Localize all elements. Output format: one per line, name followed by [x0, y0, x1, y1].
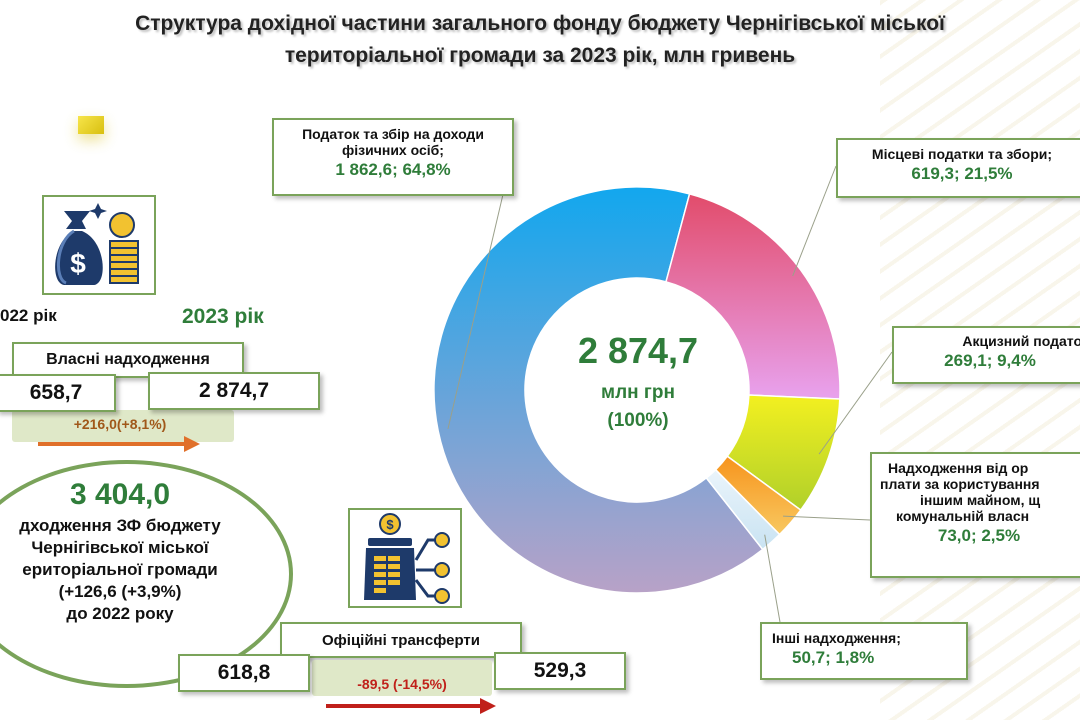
slice-label-local-taxes: Місцеві податки та збори; 619,3; 21,5%	[836, 138, 1080, 198]
transfers-cur-value: 529,3	[494, 652, 626, 690]
year-prev-label: 022 рік	[0, 306, 57, 325]
own-revenue-delta: +216,0(+8,1%)	[73, 416, 167, 432]
slice-3-line4: комунальній власн	[896, 508, 1030, 524]
donut-center-unit: млн грн	[601, 382, 675, 403]
slice-3-line3: іншим майном, щ	[920, 492, 1041, 508]
slice-0-line2: фізичних осіб;	[342, 142, 444, 158]
slice-label-excise: Акцизний подато 269,1; 9,4%	[892, 326, 1080, 384]
leader-rent	[783, 515, 871, 521]
slice-label-rent: Надходження від ор плати за користування…	[870, 452, 1080, 578]
own-revenue-label: Власні надходження	[46, 351, 210, 368]
transfers-arrow-icon	[326, 698, 496, 714]
slice-3-value: 73,0; 2,5%	[937, 526, 1021, 545]
total-line-2: Чернігівської міської	[31, 538, 209, 557]
svg-text:$: $	[386, 517, 394, 532]
transfers-prev-value: 618,8	[178, 654, 310, 692]
slice-1-value: 619,3; 21,5%	[911, 164, 1013, 183]
slice-4-line1: Інші надходження;	[772, 630, 901, 646]
leader-local-taxes	[792, 165, 837, 277]
slice-3-line2: плати за користування	[880, 476, 1040, 492]
donut-center-value: 2 874,7	[577, 330, 699, 371]
yellow-square-decoration	[78, 116, 104, 134]
total-line-5: до 2022 року	[66, 604, 174, 623]
total-line-3: ериторіальної громади	[22, 560, 218, 579]
own-revenue-cur-value: 2 874,7	[148, 372, 320, 410]
slice-other	[705, 468, 781, 551]
slice-label-pdfo: Податок та збір на доходи фізичних осіб;…	[272, 118, 514, 196]
total-line-4: (+126,6 (+3,9%)	[58, 582, 182, 601]
transfers-label-box: Офіційні трансферти	[280, 622, 522, 658]
slice-pdfo	[433, 186, 764, 594]
transfers-delta: -89,5 (-14,5%)	[357, 676, 447, 692]
slice-label-other: Інші надходження; 50,7; 1,8%	[760, 622, 968, 680]
slice-local-taxes	[665, 192, 841, 400]
title-line-1: Структура дохідної частини загального фо…	[135, 12, 945, 35]
leader-excise	[818, 351, 893, 455]
slice-0-line1: Податок та збір на доходи	[302, 126, 484, 142]
total-line-1: дходження ЗФ бюджету	[19, 516, 221, 535]
donut-center-pct: (100%)	[607, 410, 669, 431]
money-bag-coins-icon: $	[42, 195, 156, 295]
slice-4-value: 50,7; 1,8%	[792, 648, 875, 667]
jar-coins-network-icon: $	[348, 508, 462, 608]
page-title: Структура дохідної частини загального фо…	[90, 8, 990, 72]
slice-2-line1: Акцизний подато	[962, 333, 1080, 349]
total-revenue-oval	[0, 460, 293, 688]
slice-0-value: 1 862,6; 64,8%	[335, 160, 451, 179]
slice-1-line1: Місцеві податки та збори;	[871, 146, 1053, 162]
own-revenue-arrow-icon	[38, 436, 200, 452]
own-revenue-delta-bar	[12, 410, 234, 442]
slice-2-value: 269,1; 9,4%	[944, 351, 1036, 370]
transfers-label: Офіційні трансферти	[321, 631, 481, 649]
slice-3-line1: Надходження від ор	[888, 460, 1029, 476]
svg-text:$: $	[70, 248, 86, 279]
total-revenue-text: 3 404,0 дходження ЗФ бюджету Чернігівськ…	[0, 478, 270, 624]
own-revenue-prev-value: 658,7	[0, 374, 116, 412]
year-cur-label: 2023 рік	[182, 305, 264, 328]
leader-other	[764, 534, 781, 623]
leader-pdfo	[447, 155, 513, 430]
transfers-delta-bar	[312, 660, 492, 696]
title-line-2: територіальної громади за 2023 рік, млн …	[284, 44, 796, 67]
total-revenue-value: 3 404,0	[69, 478, 171, 511]
